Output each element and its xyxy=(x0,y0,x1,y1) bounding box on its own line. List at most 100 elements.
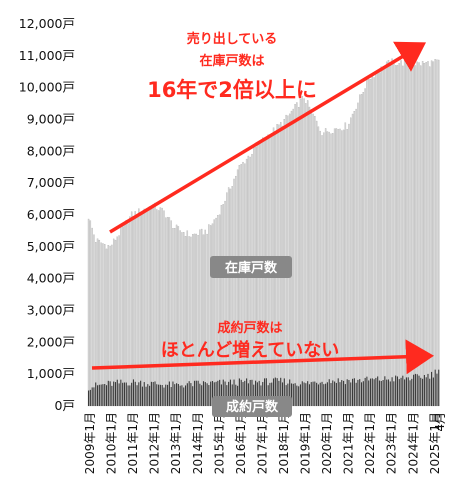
contract-bar xyxy=(210,381,212,406)
contract-bar xyxy=(328,379,330,406)
stock-bar xyxy=(202,234,205,407)
stock-bar xyxy=(175,224,178,407)
contract-bar xyxy=(369,378,372,406)
contract-bar xyxy=(114,382,117,406)
contract-bar xyxy=(244,380,246,406)
y-tick-label: 4,000戸 xyxy=(27,271,75,286)
y-tick-label: 0戸 xyxy=(55,398,75,413)
contract-bar xyxy=(269,382,271,406)
contract-bar xyxy=(384,376,386,406)
contract-bar xyxy=(287,383,289,406)
contract-bar xyxy=(213,382,215,406)
x-tick-label: 2024年1月 xyxy=(406,412,420,474)
stock-bar xyxy=(193,233,196,407)
contract-trend-arrow xyxy=(91,339,434,375)
stock-bar xyxy=(93,234,95,407)
stock-bar xyxy=(174,228,176,407)
stock-bar xyxy=(127,223,129,407)
contract-bar xyxy=(425,377,427,406)
stock-bar xyxy=(346,129,348,407)
x-tick-label: 2025年1月 xyxy=(428,412,442,474)
contract-bar xyxy=(314,381,316,406)
contract-bar xyxy=(255,380,257,406)
contract-bar xyxy=(215,381,217,406)
contract-bar xyxy=(436,373,438,406)
stock-bar xyxy=(183,232,185,407)
contract-bar xyxy=(380,381,382,406)
stock-bar xyxy=(235,175,237,407)
stock-bar xyxy=(236,169,239,407)
contract-bar xyxy=(149,385,151,406)
contract-bar xyxy=(109,381,111,406)
x-tick-label: 2019年1月 xyxy=(299,412,313,474)
contract-bar xyxy=(229,379,231,406)
stock-bar xyxy=(238,165,241,407)
contract-bar xyxy=(271,382,273,406)
contract-bar xyxy=(204,382,206,406)
stock-bar xyxy=(339,128,341,407)
contract-bar xyxy=(339,382,341,406)
contract-bar xyxy=(240,379,242,406)
stock-bar xyxy=(200,228,203,407)
x-tick-label: 2020年1月 xyxy=(320,412,334,474)
stock-bar xyxy=(220,205,223,407)
stock-bar xyxy=(251,153,253,407)
stock-bar xyxy=(134,211,136,407)
y-tick-label: 11,000戸 xyxy=(19,48,75,63)
contract-bar xyxy=(141,386,143,406)
y-tick-label: 10,000戸 xyxy=(19,80,75,95)
annotation-top-line2: 在庫戸数は xyxy=(199,53,264,69)
contract-bar xyxy=(404,379,406,406)
stock-bar xyxy=(407,64,409,407)
x-tick-label: 4月 xyxy=(433,412,447,432)
stock-bar xyxy=(323,132,325,407)
contract-bar xyxy=(176,383,178,406)
contract-bar xyxy=(386,379,388,406)
contract-bar xyxy=(116,379,118,406)
contract-bar xyxy=(262,382,264,406)
stock-bar xyxy=(337,129,339,407)
stock-bar xyxy=(418,62,420,407)
stock-bar xyxy=(434,59,436,407)
stock-bar xyxy=(215,217,217,407)
contract-bar xyxy=(168,381,170,406)
stock-bar xyxy=(438,59,440,407)
stock-bar xyxy=(342,129,345,407)
stock-bar xyxy=(332,133,334,407)
stock-bar xyxy=(213,219,215,407)
stock-bar xyxy=(195,233,198,407)
x-tick-label: 2016年1月 xyxy=(234,412,248,474)
x-tick-label: 2018年1月 xyxy=(277,412,291,474)
contract-bar xyxy=(377,376,379,406)
stock-bar xyxy=(91,227,93,407)
stock-bar xyxy=(123,222,126,407)
stock-bar xyxy=(247,155,250,407)
stock-bar xyxy=(226,192,228,407)
contract-bar xyxy=(396,376,399,406)
stock-bar xyxy=(163,210,165,407)
contract-bar xyxy=(319,382,321,406)
stock-bar xyxy=(102,243,104,407)
contract-bar xyxy=(416,374,418,406)
contract-bar xyxy=(321,381,323,406)
stock-bar xyxy=(139,213,142,407)
contract-bar xyxy=(438,369,440,406)
stock-bar xyxy=(104,244,106,407)
contract-bar xyxy=(335,382,337,406)
contract-bar xyxy=(174,384,176,406)
stock-bar xyxy=(312,113,314,407)
stock-bar xyxy=(98,239,101,407)
stock-bar xyxy=(391,58,393,407)
contract-series xyxy=(88,369,440,406)
x-tick-label: 2015年1月 xyxy=(212,412,226,474)
stock-bar xyxy=(376,72,379,407)
contract-bar xyxy=(102,384,104,406)
x-tick-label: 2021年1月 xyxy=(342,412,356,474)
contract-bar xyxy=(249,379,251,406)
annotation-top-line1: 売り出している xyxy=(187,31,278,47)
stock-bar xyxy=(227,187,230,407)
stock-bar xyxy=(382,69,384,407)
contract-bar xyxy=(400,377,402,406)
annotation-bottom-line2: ほとんど増えていない xyxy=(161,339,340,361)
